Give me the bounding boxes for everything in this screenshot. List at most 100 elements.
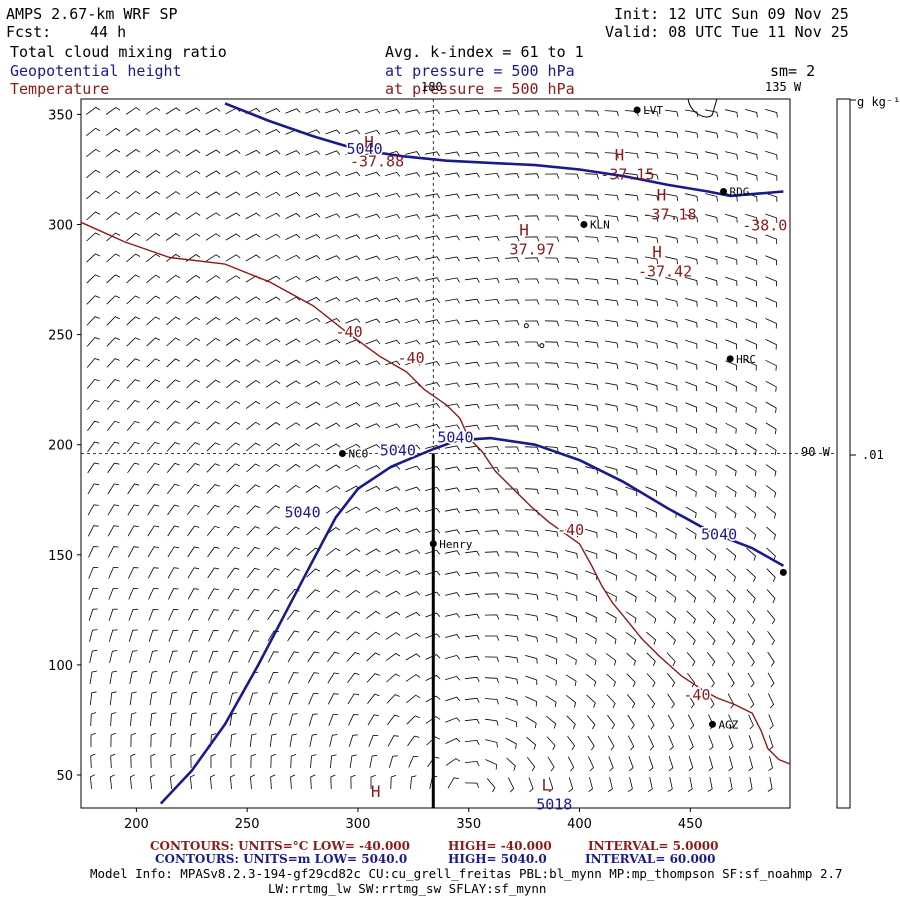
wind-barb [726, 589, 736, 603]
y-tick-label: 50 [56, 769, 73, 784]
wind-barb [624, 131, 639, 138]
wind-barb [665, 465, 677, 476]
wind-barb [365, 610, 381, 619]
wind-barb [385, 507, 401, 513]
station-dot [429, 540, 437, 548]
wind-barb [206, 442, 220, 452]
temperature-contour-minus40 [80, 221, 791, 765]
wind-barb [564, 424, 579, 432]
wind-barb [189, 671, 198, 684]
wind-barb [544, 404, 559, 411]
wind-barb [268, 672, 279, 684]
wind-barb [504, 362, 520, 368]
wind-barb [345, 129, 361, 135]
wind-barb [725, 402, 737, 413]
wind-barb [687, 714, 695, 730]
wind-barb [584, 278, 599, 285]
wind-barb [405, 360, 421, 366]
wind-barb [745, 213, 758, 223]
wind-barb [564, 194, 580, 201]
wind-barb [425, 319, 440, 325]
wind-barb [646, 652, 656, 666]
wind-barb [465, 403, 480, 409]
wind-barb [285, 359, 301, 367]
wind-barb [665, 235, 679, 244]
wind-barb [305, 150, 321, 156]
wind-barb [745, 401, 757, 413]
wind-barb [225, 254, 241, 262]
wind-barb [565, 529, 578, 538]
contour-label: 5040 [701, 525, 737, 543]
wind-barb [405, 549, 421, 555]
wind-barb [166, 483, 180, 494]
wind-barb [725, 360, 737, 371]
extremum-value: 37.97 [510, 241, 555, 259]
model-info-2: LW:rrtmg_lw SW:rrtmg_sw SFLAY:sf_mynn [268, 881, 547, 896]
wind-barb [625, 444, 638, 454]
wind-barb [747, 672, 755, 688]
wind-barb [425, 633, 441, 639]
wind-barb [128, 629, 138, 642]
wind-barb [385, 339, 401, 345]
wind-barb [127, 525, 139, 537]
wind-barb [484, 298, 500, 305]
wind-barb [248, 692, 258, 705]
wind-barb [425, 695, 441, 703]
wind-barb [186, 442, 200, 452]
wind-barb [166, 462, 180, 473]
wind-barb [545, 654, 558, 665]
wind-barb [627, 735, 635, 751]
wind-barb [565, 653, 577, 665]
wind-barb [544, 320, 560, 327]
wind-barb [544, 425, 559, 432]
wind-barb [166, 337, 181, 347]
wind-barb [185, 212, 201, 220]
wind-barb [625, 569, 637, 581]
wind-barb [605, 590, 617, 602]
wind-barb [265, 401, 281, 409]
wind-barb [584, 110, 600, 117]
wind-barb [768, 756, 773, 772]
wind-barb [87, 525, 99, 537]
contour-height-high: HIGH= 5040.0 [448, 852, 547, 866]
forecast-label: Fcst: [6, 23, 52, 41]
wind-barb [305, 255, 321, 261]
wind-barb [645, 527, 657, 539]
contour-label: -40 [557, 521, 584, 539]
wind-barb [270, 774, 276, 790]
contour-height-left: CONTOURS: UNITS=m LOW= 5040.0 [155, 852, 408, 866]
wind-barb [604, 215, 619, 222]
wind-barb [186, 379, 201, 389]
wind-barb [407, 735, 420, 747]
wind-barb [605, 632, 617, 645]
wind-barb [524, 152, 540, 158]
wind-barb [148, 629, 158, 642]
wind-barb [504, 215, 520, 221]
wind-barb [425, 109, 440, 115]
wind-barb [705, 172, 718, 181]
wind-barb [185, 295, 201, 304]
wind-barb [605, 528, 618, 539]
wind-barb [130, 753, 136, 769]
wind-barb [87, 441, 100, 453]
wind-barb [484, 677, 499, 684]
wind-barb [648, 735, 655, 751]
wind-barb [745, 360, 757, 371]
wind-barb [584, 257, 599, 264]
wind-barb [645, 382, 658, 391]
wind-barb [147, 567, 159, 579]
wind-barb [605, 298, 619, 306]
wind-barb [145, 211, 161, 220]
extremum-letter: H [652, 243, 662, 262]
wind-barb [345, 548, 361, 556]
wind-barb [505, 488, 520, 494]
wind-barb [346, 631, 360, 641]
wind-barb [726, 547, 737, 561]
wind-barb [645, 569, 657, 582]
wind-barb [564, 215, 580, 222]
wind-barb [726, 610, 736, 625]
wind-barb [406, 715, 420, 725]
wind-barb [305, 213, 321, 219]
wind-barb [688, 735, 694, 751]
wind-barb [765, 359, 777, 371]
